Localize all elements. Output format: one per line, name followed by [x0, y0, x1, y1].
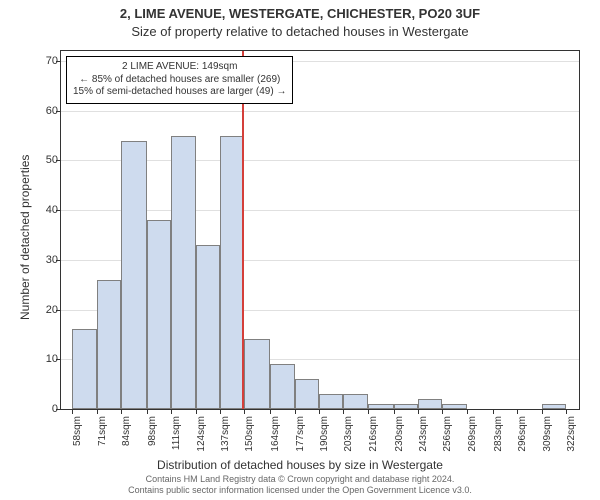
x-tick-mark: [493, 410, 494, 414]
y-tick-label: 30: [28, 254, 58, 266]
annotation-line3: 15% of semi-detached houses are larger (…: [73, 86, 286, 99]
y-tick-label: 20: [28, 304, 58, 316]
histogram-bar: [394, 404, 418, 409]
x-tick-mark: [319, 410, 320, 414]
histogram-bar: [171, 136, 195, 409]
x-tick-mark: [295, 410, 296, 414]
chart-container: 2, LIME AVENUE, WESTERGATE, CHICHESTER, …: [0, 0, 600, 500]
chart-subtitle: Size of property relative to detached ho…: [0, 24, 600, 39]
y-tick-label: 50: [28, 154, 58, 166]
y-tick-label: 0: [28, 403, 58, 415]
annotation-line1: 2 LIME AVENUE: 149sqm: [73, 61, 286, 74]
x-tick-mark: [517, 410, 518, 414]
plot-area: [60, 50, 580, 410]
histogram-bar: [121, 141, 147, 410]
footer-line2: Contains public sector information licen…: [0, 485, 600, 496]
x-axis-label: Distribution of detached houses by size …: [0, 458, 600, 472]
chart-title-address: 2, LIME AVENUE, WESTERGATE, CHICHESTER, …: [0, 6, 600, 21]
x-tick-mark: [270, 410, 271, 414]
x-tick-mark: [121, 410, 122, 414]
histogram-bar: [72, 329, 96, 409]
histogram-bar: [270, 364, 294, 409]
annotation-box: 2 LIME AVENUE: 149sqm ← 85% of detached …: [66, 56, 293, 104]
footer: Contains HM Land Registry data © Crown c…: [0, 474, 600, 496]
x-tick-mark: [343, 410, 344, 414]
histogram-bar: [319, 394, 343, 409]
y-tick-label: 40: [28, 204, 58, 216]
gridline: [61, 111, 579, 112]
y-tick-label: 60: [28, 105, 58, 117]
x-tick-mark: [244, 410, 245, 414]
x-tick-mark: [418, 410, 419, 414]
x-tick-mark: [196, 410, 197, 414]
y-axis-label: Number of detached properties: [18, 155, 32, 320]
x-tick-mark: [72, 410, 73, 414]
annotation-line2: ← 85% of detached houses are smaller (26…: [73, 74, 286, 87]
histogram-bar: [97, 280, 121, 409]
x-tick-mark: [171, 410, 172, 414]
histogram-bar: [442, 404, 466, 409]
x-tick-mark: [147, 410, 148, 414]
x-tick-mark: [220, 410, 221, 414]
x-tick-mark: [467, 410, 468, 414]
x-tick-mark: [368, 410, 369, 414]
histogram-bar: [220, 136, 244, 409]
footer-line1: Contains HM Land Registry data © Crown c…: [0, 474, 600, 485]
x-tick-mark: [442, 410, 443, 414]
histogram-bar: [244, 339, 270, 409]
y-tick-label: 70: [28, 55, 58, 67]
highlight-line: [242, 51, 244, 409]
x-tick-mark: [566, 410, 567, 414]
histogram-bar: [542, 404, 566, 409]
histogram-bar: [295, 379, 319, 409]
histogram-bar: [196, 245, 220, 409]
histogram-bar: [147, 220, 171, 409]
x-tick-mark: [542, 410, 543, 414]
histogram-bar: [368, 404, 394, 409]
histogram-bar: [418, 399, 442, 409]
histogram-bar: [343, 394, 367, 409]
y-tick-label: 10: [28, 353, 58, 365]
x-tick-mark: [97, 410, 98, 414]
x-tick-mark: [394, 410, 395, 414]
